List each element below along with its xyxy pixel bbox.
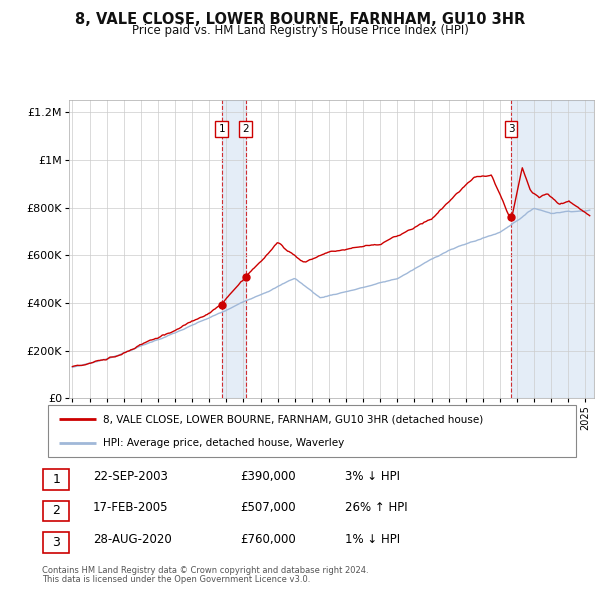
Text: 8, VALE CLOSE, LOWER BOURNE, FARNHAM, GU10 3HR (detached house): 8, VALE CLOSE, LOWER BOURNE, FARNHAM, GU… [103,414,484,424]
FancyBboxPatch shape [43,500,70,522]
FancyBboxPatch shape [48,405,576,457]
Text: 8, VALE CLOSE, LOWER BOURNE, FARNHAM, GU10 3HR: 8, VALE CLOSE, LOWER BOURNE, FARNHAM, GU… [75,12,525,27]
Text: 1: 1 [218,124,225,133]
Bar [511,100,594,398]
Text: This data is licensed under the Open Government Licence v3.0.: This data is licensed under the Open Gov… [42,575,310,584]
Text: 3: 3 [52,536,61,549]
Text: Contains HM Land Registry data © Crown copyright and database right 2024.: Contains HM Land Registry data © Crown c… [42,566,368,575]
Text: 26% ↑ HPI: 26% ↑ HPI [345,502,407,514]
FancyBboxPatch shape [43,469,70,490]
Text: 2: 2 [242,124,249,133]
Text: 28-AUG-2020: 28-AUG-2020 [93,533,172,546]
Text: £507,000: £507,000 [240,502,296,514]
FancyBboxPatch shape [43,532,70,553]
Text: 22-SEP-2003: 22-SEP-2003 [93,470,168,483]
Text: HPI: Average price, detached house, Waverley: HPI: Average price, detached house, Wave… [103,438,344,448]
Text: 1: 1 [52,473,61,486]
Text: £390,000: £390,000 [240,470,296,483]
Text: Price paid vs. HM Land Registry's House Price Index (HPI): Price paid vs. HM Land Registry's House … [131,24,469,37]
Text: £760,000: £760,000 [240,533,296,546]
Text: 1% ↓ HPI: 1% ↓ HPI [345,533,400,546]
Text: 17-FEB-2005: 17-FEB-2005 [93,502,169,514]
Text: 3: 3 [508,124,515,133]
Text: 3% ↓ HPI: 3% ↓ HPI [345,470,400,483]
Text: 2: 2 [52,504,61,517]
Bar [221,100,245,398]
